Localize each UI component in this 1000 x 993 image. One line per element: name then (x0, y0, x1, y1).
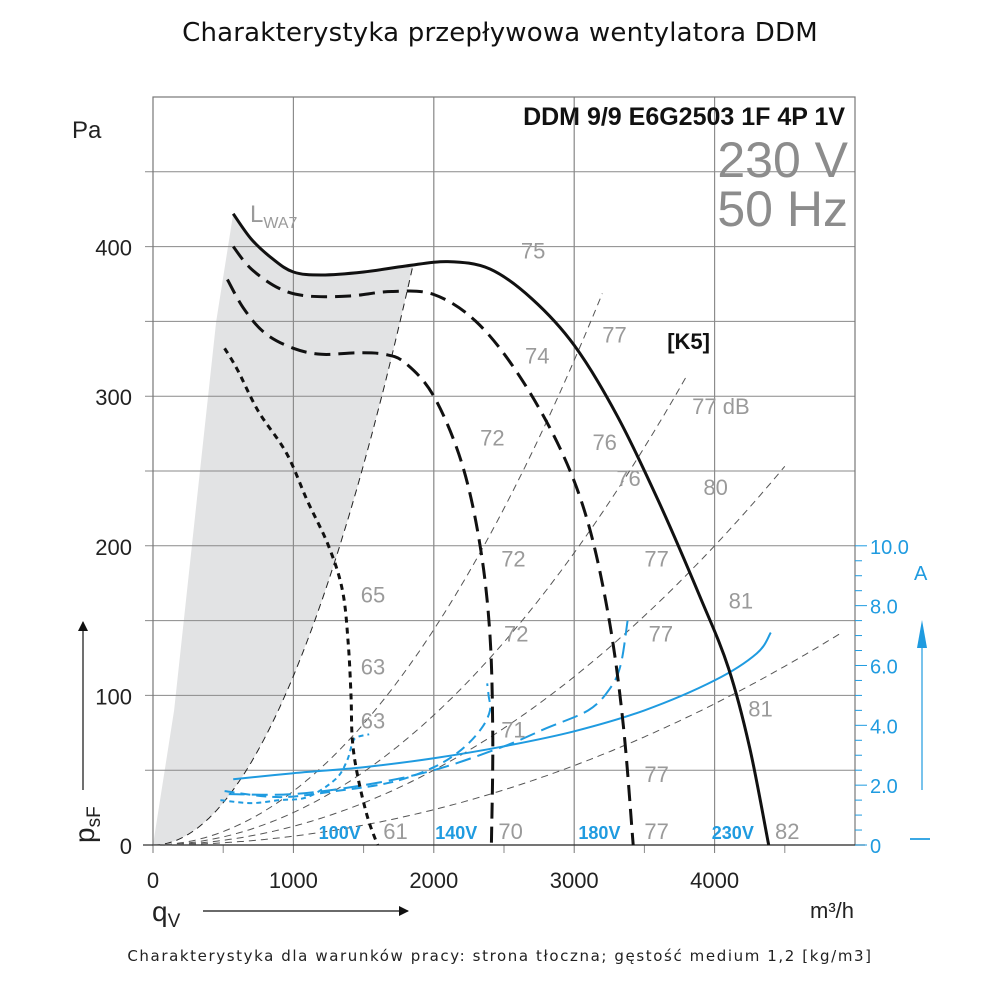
x-axis-label: qV (152, 896, 181, 932)
db-label: 81 (748, 696, 772, 721)
y-axis-label-main: p (69, 827, 100, 843)
grid (145, 97, 856, 853)
db-label: 76 (592, 430, 616, 455)
annotations: 0 1000 2000 3000 4000010020030040002.04.06.0… (95, 236, 909, 893)
db-label: 61 (383, 819, 407, 844)
y2-tick-label: 4.0 (870, 716, 898, 738)
db-label: 70 (498, 819, 522, 844)
x-tick-label: 2000 (409, 868, 458, 893)
voltage-label: 230V (712, 823, 754, 843)
db-label: 71 (501, 717, 525, 742)
db-label: 63 (361, 654, 385, 679)
system-curve (152, 375, 687, 846)
voltage-label: 100V (319, 823, 361, 843)
x-axis-label-sub: V (168, 911, 181, 932)
db-label: 81 (729, 589, 753, 614)
db-label: 77 (644, 819, 668, 844)
db-label: 72 (504, 622, 528, 647)
y2-tick-label: 0 (870, 836, 881, 858)
voltage-label: 230 V (717, 132, 848, 188)
y2-tick-label: 2.0 (870, 776, 898, 798)
y-axis-label: psF (69, 806, 105, 843)
db-label: 77 (644, 547, 668, 572)
y-unit-label: Pa (72, 117, 102, 144)
current-curve (220, 733, 370, 805)
model-label: DDM 9/9 E6G2503 1F 4P 1V (523, 103, 845, 131)
footer-note: Charakterystyka dla warunków pracy: stro… (127, 947, 873, 965)
y-tick-label: 0 (120, 834, 132, 859)
y2-tick-label: 10.0 (870, 537, 909, 559)
y-tick-label: 100 (95, 684, 132, 709)
voltage-label: 180V (578, 823, 620, 843)
y-tick-label: 200 (95, 535, 132, 560)
y2-axis-arrow (917, 620, 927, 790)
x-tick-label: 1000 (269, 868, 318, 893)
db-label: 72 (480, 426, 504, 451)
pressure-curve (226, 278, 495, 846)
db-label: 77 (649, 622, 673, 647)
system-curve (152, 632, 842, 846)
db-label: 76 (616, 466, 640, 491)
db-label: 74 (525, 343, 549, 368)
y-axis-label-sub: sF (84, 806, 105, 827)
y-tick-label: 300 (95, 385, 132, 410)
pressure-curve (232, 245, 635, 846)
db-label: 63 (361, 708, 385, 733)
db-label: 77 dB (692, 394, 750, 419)
current-curve (228, 620, 629, 796)
y2-tick-label: 8.0 (870, 597, 898, 619)
db-label: 80 (703, 475, 727, 500)
y-tick-label: 400 (95, 236, 132, 261)
pressure-curve (231, 212, 771, 846)
curve-code-label: [K5] (667, 329, 710, 354)
current-curve (233, 632, 772, 781)
system-curve (152, 293, 603, 846)
x-tick-label: 0 (147, 868, 159, 893)
y2-tick-label: 6.0 (870, 656, 898, 678)
db-label: 72 (501, 547, 525, 572)
x-axis-label-main: q (152, 896, 168, 927)
page-title: Charakterystyka przepływowa wentylatora … (182, 18, 818, 48)
db-label: 82 (775, 819, 799, 844)
current-curve (224, 683, 492, 799)
lwa-label-main: L (250, 201, 263, 228)
voltage-label: 140V (435, 823, 477, 843)
system-curves (152, 266, 842, 846)
db-label: 75 (521, 239, 545, 264)
pressure-curves (223, 212, 771, 846)
db-label: 77 (644, 762, 668, 787)
x-tick-label: 4000 (690, 868, 739, 893)
lwa-label-sub: WA7 (263, 215, 297, 232)
x-tick-label: 3000 (550, 868, 599, 893)
frequency-label: 50 Hz (717, 181, 848, 237)
db-label: 77 (602, 322, 626, 347)
lwa-shaded-region (153, 213, 413, 845)
db-label: 65 (361, 583, 385, 608)
lwa-shade (153, 213, 413, 845)
x-unit-label: m³/h (810, 898, 854, 923)
pressure-curve (223, 347, 380, 846)
system-curve (152, 465, 786, 846)
current-curves (220, 620, 772, 805)
lwa-label: LWA7 (250, 201, 298, 232)
plot-frame (143, 96, 867, 846)
y2-unit-label: A (914, 563, 928, 585)
